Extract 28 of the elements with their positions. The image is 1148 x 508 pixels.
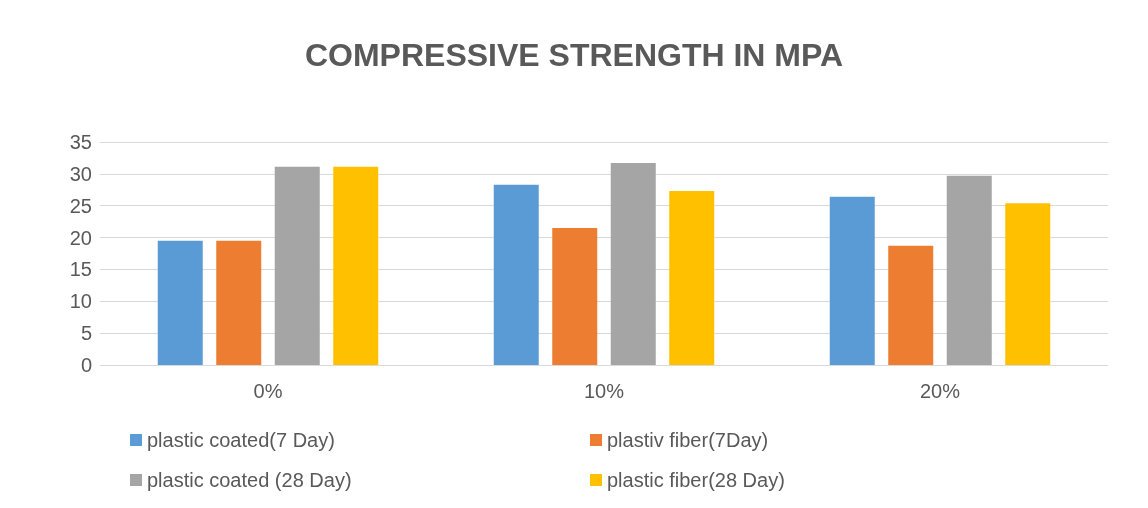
legend-label: plastic coated(7 Day) <box>147 429 335 451</box>
y-tick-label: 10 <box>69 290 92 313</box>
bar <box>216 240 262 365</box>
x-tick-label: 20% <box>919 380 961 402</box>
bar <box>829 196 875 365</box>
bar <box>274 166 320 365</box>
bar <box>669 191 715 365</box>
y-tick-label: 15 <box>69 258 92 281</box>
legend-label: plastic fiber(28 Day) <box>607 469 785 491</box>
x-tick-label: 10% <box>583 380 625 402</box>
y-tick-label: 30 <box>69 162 92 185</box>
legend-label: plastiv fiber(7Day) <box>607 429 769 451</box>
bar <box>888 245 934 365</box>
bar <box>493 184 539 365</box>
bar <box>1005 203 1051 365</box>
bar <box>552 228 598 365</box>
y-tick-label: 0 <box>80 354 92 376</box>
legend-label: plastic coated (28 Day) <box>147 469 352 491</box>
chart-title: COMPRESSIVE STRENGTH IN MPA <box>304 37 844 73</box>
y-tick-label: 35 <box>69 131 92 153</box>
x-tick-label: 0% <box>253 380 283 402</box>
y-tick-label: 20 <box>69 226 92 249</box>
bar <box>157 240 203 365</box>
bar <box>946 175 992 365</box>
bar <box>610 163 656 365</box>
y-tick-label: 25 <box>69 194 92 217</box>
bar <box>333 166 379 365</box>
y-tick-label: 5 <box>80 322 92 345</box>
